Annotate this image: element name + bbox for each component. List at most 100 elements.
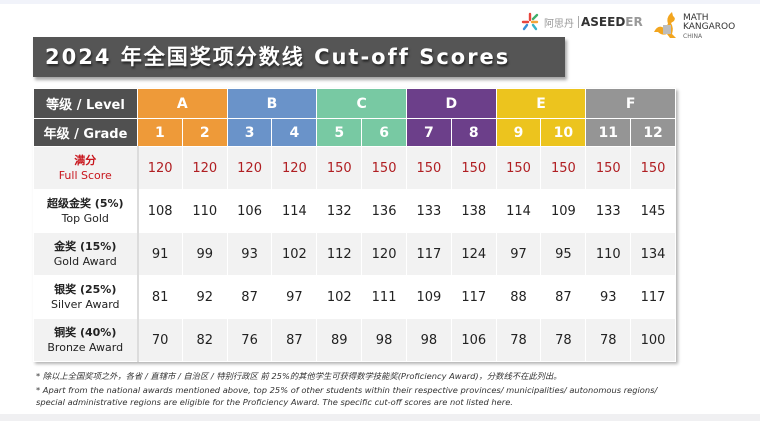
mk-line1: MATH — [683, 12, 709, 23]
grade-4: 4 — [271, 118, 318, 147]
score-cell: 95 — [540, 232, 587, 276]
score-cell: 120 — [181, 146, 228, 190]
score-cell: 120 — [271, 146, 318, 190]
score-cell: 76 — [226, 318, 273, 362]
grade-8: 8 — [450, 118, 497, 147]
score-cell: 87 — [540, 275, 587, 319]
grade-2: 2 — [181, 118, 228, 147]
score-cell: 120 — [361, 232, 407, 276]
row-label-en: Top Gold — [61, 212, 109, 225]
footnotes: * 除以上全国奖项之外，各省 / 直辖市 / 自治区 / 特别行政区 前 25%… — [36, 370, 736, 408]
score-cell: 120 — [226, 146, 273, 190]
grade-3: 3 — [226, 118, 273, 147]
score-cell: 111 — [361, 275, 407, 319]
grade-5: 5 — [316, 118, 363, 147]
row-label: 超级金奖 (5%) Top Gold — [33, 189, 139, 233]
score-cell: 150 — [585, 146, 632, 190]
score-cell: 92 — [181, 275, 228, 319]
row-label: 铜奖 (40%) Bronze Award — [33, 318, 139, 362]
score-cell: 109 — [405, 275, 452, 319]
table-row-full-score: 满分 Full Score 120 120 120 120 150 150 150… — [33, 146, 676, 190]
aseeder-star-icon — [520, 12, 540, 32]
score-cell: 114 — [271, 189, 318, 233]
row-label: 满分 Full Score — [33, 146, 139, 190]
score-cell: 100 — [630, 318, 676, 362]
level-d: D — [405, 88, 497, 119]
score-cell: 110 — [585, 232, 632, 276]
row-label-en: Gold Award — [53, 255, 117, 268]
row-label-cn: 铜奖 (40%) — [54, 326, 117, 339]
score-cell: 89 — [316, 318, 363, 362]
score-cell: 70 — [137, 318, 183, 362]
score-cell: 134 — [630, 232, 676, 276]
level-header: 等级 / Level — [33, 88, 138, 119]
aseeder-logo: 阿思丹 ASEEDER — [520, 12, 643, 32]
score-cell: 88 — [495, 275, 542, 319]
score-cell: 150 — [361, 146, 407, 190]
score-cell: 150 — [405, 146, 452, 190]
score-cell: 150 — [630, 146, 676, 190]
score-cell: 117 — [450, 275, 497, 319]
level-header-row: 等级 / Level A B C D E F — [33, 88, 676, 119]
score-cell: 106 — [450, 318, 497, 362]
row-label-cn: 金奖 (15%) — [54, 240, 117, 253]
row-label-cn: 超级金奖 (5%) — [46, 197, 124, 210]
grade-9: 9 — [495, 118, 542, 147]
row-label: 银奖 (25%) Silver Award — [33, 275, 139, 319]
score-cell: 109 — [540, 189, 587, 233]
aseeder-en-text: ASEEDER — [581, 15, 643, 29]
level-c: C — [316, 88, 407, 119]
score-cell: 78 — [540, 318, 587, 362]
score-cell: 102 — [316, 275, 363, 319]
row-label-cn: 银奖 (25%) — [54, 283, 117, 296]
row-label: 金奖 (15%) Gold Award — [33, 232, 139, 276]
grade-10: 10 — [540, 118, 587, 147]
score-cell: 93 — [585, 275, 632, 319]
score-cell: 98 — [361, 318, 407, 362]
row-label-en: Bronze Award — [47, 341, 124, 354]
bottom-strip — [0, 414, 760, 421]
aseeder-cn-text: 阿思丹 — [544, 18, 574, 30]
score-cell: 145 — [630, 189, 676, 233]
grade-12: 12 — [630, 118, 676, 147]
score-cell: 91 — [137, 232, 183, 276]
score-cell: 117 — [405, 232, 452, 276]
kangaroo-icon — [652, 10, 680, 44]
score-cell: 81 — [137, 275, 183, 319]
footnote-en-line1: * Apart from the national awards mention… — [36, 385, 658, 395]
score-cell: 106 — [226, 189, 273, 233]
footnote-cn: * 除以上全国奖项之外，各省 / 直辖市 / 自治区 / 特别行政区 前 25%… — [36, 371, 562, 381]
score-cell: 150 — [450, 146, 497, 190]
score-cell: 87 — [271, 318, 318, 362]
score-cell: 78 — [585, 318, 632, 362]
score-cell: 82 — [181, 318, 228, 362]
score-cell: 97 — [271, 275, 318, 319]
score-cell: 150 — [495, 146, 542, 190]
score-cell: 150 — [316, 146, 363, 190]
table-row-silver: 银奖 (25%) Silver Award 81 92 87 97 102 111… — [33, 275, 676, 319]
score-cell: 117 — [630, 275, 676, 319]
score-cell: 133 — [405, 189, 452, 233]
score-cell: 93 — [226, 232, 273, 276]
score-cell: 102 — [271, 232, 318, 276]
table-row-bronze: 铜奖 (40%) Bronze Award 70 82 76 87 89 98 9… — [33, 318, 676, 362]
table-row-gold: 金奖 (15%) Gold Award 91 99 93 102 112 120 … — [33, 232, 676, 276]
row-label-en: Full Score — [58, 169, 112, 182]
logo-separator — [578, 16, 579, 28]
score-cell: 87 — [226, 275, 273, 319]
row-label-cn: 满分 — [74, 154, 97, 167]
score-cell: 132 — [316, 189, 363, 233]
score-cell: 124 — [450, 232, 497, 276]
score-cell: 98 — [405, 318, 452, 362]
mk-line2: KANGAROO — [683, 21, 736, 32]
grade-11: 11 — [585, 118, 632, 147]
score-cell: 150 — [540, 146, 587, 190]
score-cell: 78 — [495, 318, 542, 362]
cutoff-scores-table: 等级 / Level A B C D E F 年级 / Grade 1 2 3 … — [33, 88, 676, 362]
grade-header: 年级 / Grade — [33, 118, 138, 147]
grade-1: 1 — [137, 118, 183, 147]
score-cell: 110 — [181, 189, 228, 233]
grade-6: 6 — [361, 118, 407, 147]
score-cell: 136 — [361, 189, 407, 233]
score-cell: 97 — [495, 232, 542, 276]
